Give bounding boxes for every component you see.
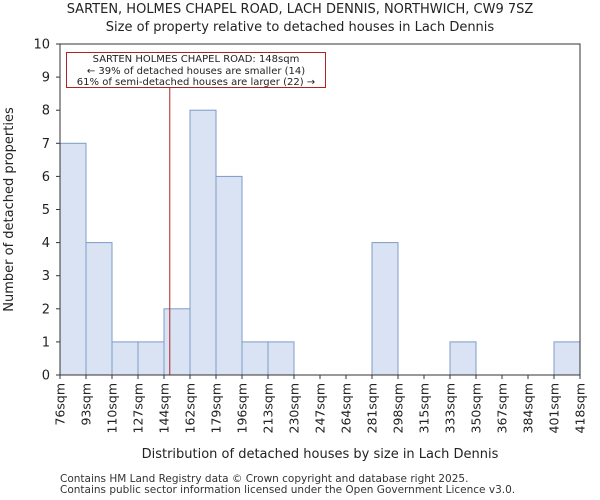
annotation-line-3: 61% of semi-detached houses are larger (… [76,77,316,88]
histogram-bar [189,109,217,376]
y-tick-label: 6 [42,170,50,185]
footer-copyright: Contains HM Land Registry data © Crown c… [60,473,469,485]
y-tick-label: 8 [42,104,50,119]
y-tick-label: 1 [42,335,50,350]
histogram-bar [449,341,477,376]
x-tick-label: 367sqm [495,383,510,433]
y-tick-label: 3 [42,269,50,284]
x-tick-label: 384sqm [521,383,536,433]
x-tick-label: 315sqm [417,383,432,433]
y-tick-label: 4 [42,236,50,251]
y-tick-label: 9 [42,71,50,86]
x-tick-label: 196sqm [235,383,250,433]
y-axis-label: Number of detached properties [2,107,17,312]
plot-area-frame [59,43,581,376]
x-tick-label: 264sqm [339,383,354,433]
x-tick-label: 93sqm [79,383,94,426]
histogram-bar [371,242,399,376]
x-tick-label: 110sqm [105,383,120,433]
x-tick-label: 162sqm [183,383,198,433]
y-tick-label: 7 [42,137,50,152]
histogram-bar [215,175,243,376]
histogram-bar [241,341,269,376]
histogram-bar [85,242,113,376]
x-tick-label: 418sqm [573,383,588,433]
x-tick-label: 230sqm [287,383,302,433]
chart-title: SARTEN, HOLMES CHAPEL ROAD, LACH DENNIS,… [66,2,534,17]
footer-licence: Contains public sector information licen… [60,484,516,496]
x-axis-label: Distribution of detached houses by size … [142,447,499,462]
x-tick-label: 401sqm [547,383,562,433]
histogram-bar [59,142,87,376]
histogram-bar [163,308,191,376]
x-tick-label: 179sqm [209,383,224,433]
property-annotation-box: SARTEN HOLMES CHAPEL ROAD: 148sqm ← 39% … [66,52,326,88]
x-tick-label: 281sqm [365,383,380,433]
y-tick-label: 0 [42,369,50,384]
y-tick-label: 5 [42,203,50,218]
histogram-bar [111,341,139,376]
annotation-line-2: ← 39% of detached houses are smaller (14… [86,65,306,77]
annotation-line-1: SARTEN HOLMES CHAPEL ROAD: 148sqm [92,54,300,65]
x-tick-label: 333sqm [443,383,458,433]
x-tick-label: 76sqm [53,383,68,426]
x-tick-label: 213sqm [261,383,276,433]
histogram-bar [137,341,165,376]
x-tick-label: 298sqm [391,383,406,433]
chart-subtitle: Size of property relative to detached ho… [105,20,495,35]
histogram-bar [267,341,295,376]
x-tick-label: 247sqm [313,383,328,433]
y-tick-label: 2 [42,302,50,317]
x-tick-label: 127sqm [131,383,146,433]
x-tick-label: 350sqm [469,383,484,433]
x-tick-label: 144sqm [157,383,172,433]
y-tick-label: 10 [33,38,50,53]
histogram-bar [553,341,581,376]
